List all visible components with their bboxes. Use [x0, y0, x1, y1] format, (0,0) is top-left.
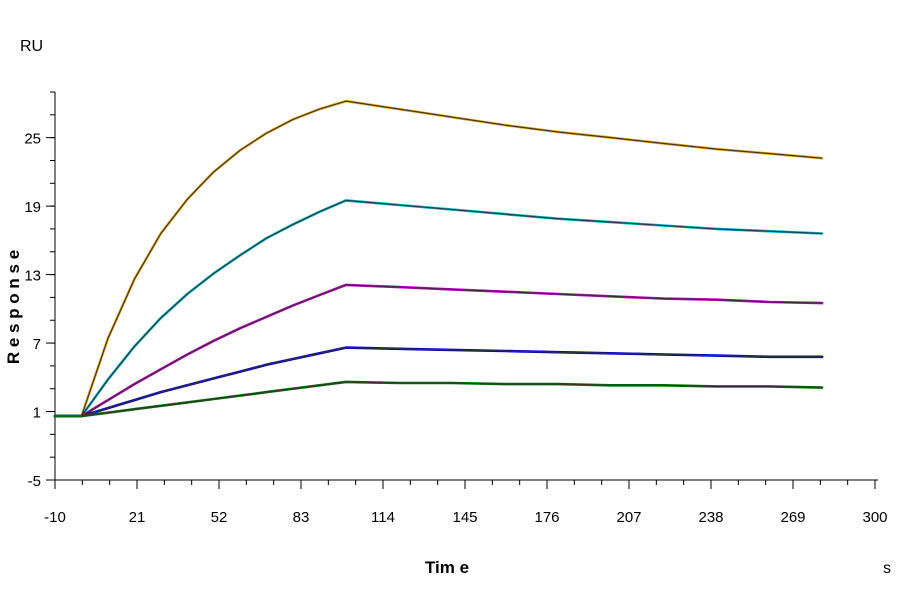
y-tick-label: -5	[28, 473, 41, 490]
x-tick-label: 300	[862, 509, 887, 526]
fit-line-3	[81, 284, 823, 417]
x-tick-label: 114	[371, 509, 395, 526]
series-line-5	[53, 380, 824, 418]
fit-curves	[80, 100, 823, 417]
y-tick-label: 7	[33, 336, 41, 353]
y-unit-label: RU	[20, 38, 43, 55]
fit-line-2	[81, 199, 823, 417]
x-tick-label: 21	[129, 509, 146, 526]
y-tick-label: 19	[24, 199, 41, 216]
tick-labels: -10 21 52 83 114 145 176 207 238 269 300 -5 1 7 13 19 25	[24, 131, 887, 526]
x-tick-label: 207	[616, 509, 641, 526]
fit-line-5	[81, 381, 823, 417]
fit-line-1	[80, 100, 823, 417]
fit-line-4	[81, 347, 823, 417]
x-unit-label: s	[883, 560, 891, 577]
x-tick-label: 176	[534, 509, 559, 526]
y-tick-label: 1	[33, 405, 41, 422]
x-tick-label: 52	[211, 509, 228, 526]
x-tick-label: 83	[293, 509, 310, 526]
x-tick-label: 238	[698, 509, 723, 526]
x-tick-label: 269	[780, 509, 805, 526]
x-tick-label: 145	[452, 509, 477, 526]
x-axis-title: Tim e	[425, 558, 469, 577]
axes	[54, 92, 878, 481]
y-tick-label: 25	[24, 131, 41, 148]
y-tick-label: 13	[24, 268, 41, 285]
major-ticks	[46, 137, 876, 489]
y-axis-title: R e s p o n s e	[4, 250, 23, 364]
x-tick-label: -10	[44, 509, 66, 526]
